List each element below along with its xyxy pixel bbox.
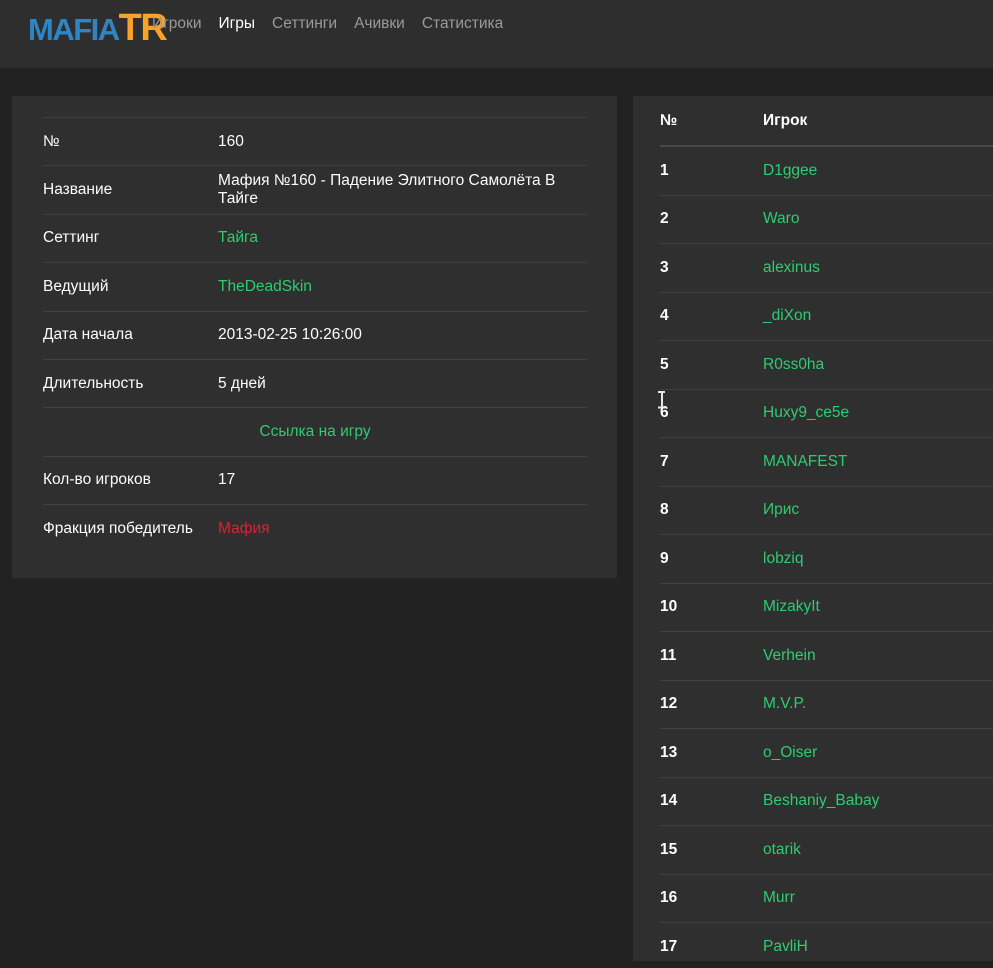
detail-value[interactable]: TheDeadSkin (218, 277, 312, 295)
table-row: 5 R0ss0ha (660, 341, 993, 390)
player-number: 17 (660, 937, 678, 955)
player-link[interactable]: PavliH (763, 937, 808, 955)
player-link[interactable]: MANAFEST (763, 452, 848, 470)
player-number: 11 (660, 646, 677, 664)
detail-label: Ведущий (43, 277, 109, 295)
player-number: 4 (660, 307, 669, 325)
players-table-card: № Игрок 1 D1ggee 2 Waro 3 alexinus (633, 96, 993, 961)
player-number: 5 (660, 355, 669, 373)
detail-row: № 160 (43, 117, 587, 165)
player-link[interactable]: alexinus (763, 258, 820, 276)
table-row: 16 Murr (660, 875, 993, 923)
player-link[interactable]: o_Oiser (763, 743, 818, 761)
player-link[interactable]: Murr (763, 889, 795, 907)
player-link[interactable]: D1ggee (763, 161, 818, 179)
detail-row: Ссылка на игру (43, 407, 587, 455)
player-link[interactable]: R0ss0ha (763, 355, 825, 373)
detail-value: Мафия (218, 519, 270, 537)
nav-item[interactable]: Игры (218, 15, 256, 32)
detail-row: Название Мафия №160 - Падение Элитного С… (43, 165, 587, 213)
table-row: 8 Ирис (660, 487, 993, 535)
detail-label: Дата начала (43, 326, 133, 344)
player-link[interactable]: Verhein (763, 646, 816, 664)
detail-row: Длительность 5 дней (43, 358, 587, 407)
nav-item[interactable]: Игроки (152, 15, 202, 32)
player-number: 10 (660, 598, 678, 616)
detail-value: 17 (218, 471, 236, 489)
player-link[interactable]: MizakyIt (763, 598, 820, 616)
players-table-header: № Игрок (660, 96, 993, 147)
detail-row: Дата начала 2013-02-25 10:26:00 (43, 310, 587, 359)
detail-label: № (43, 132, 60, 150)
detail-row: Ведущий TheDeadSkin (43, 262, 587, 310)
detail-value[interactable]: Ссылка на игру (259, 423, 371, 441)
table-row: 7 MANAFEST (660, 438, 993, 487)
player-link[interactable]: Huxy9_ce5e (763, 404, 850, 422)
player-link[interactable]: Waro (763, 210, 800, 228)
logo-text-mafia: MAFIA (28, 12, 120, 47)
detail-value[interactable]: Тайга (218, 229, 258, 247)
player-number: 6 (660, 404, 669, 422)
table-row: 9 lobziq (660, 535, 993, 584)
detail-label: Фракция победитель (43, 519, 193, 537)
player-link[interactable]: M.V.P. (763, 695, 807, 713)
site-logo[interactable]: MAFIATR (28, 7, 168, 50)
detail-value: 5 дней (218, 374, 266, 392)
detail-value: 160 (218, 132, 244, 150)
table-row: 17 PavliH (660, 923, 993, 968)
detail-value: Мафия №160 - Падение Элитного Самолёта В… (218, 172, 556, 208)
player-number: 12 (660, 695, 678, 713)
detail-row: Фракция победитель Мафия (43, 504, 587, 552)
player-number: 15 (660, 840, 678, 858)
detail-value: 2013-02-25 10:26:00 (218, 326, 362, 344)
table-row: 14 Beshaniy_Babay (660, 778, 993, 826)
player-link[interactable]: Beshaniy_Babay (763, 792, 880, 810)
player-link[interactable]: _diXon (763, 307, 812, 325)
player-link[interactable]: Ирис (763, 501, 800, 519)
player-number: 9 (660, 549, 669, 567)
detail-label: Сеттинг (43, 229, 100, 247)
logo-text-tr: TR (118, 7, 168, 49)
main-nav: Игроки Игры Сеттинги Ачивки Статистика (152, 15, 503, 33)
detail-label: Название (43, 181, 113, 199)
detail-row: Кол-во игроков 17 (43, 455, 587, 504)
detail-row: Сеттинг Тайга (43, 213, 587, 262)
table-row: 1 D1ggee (660, 147, 993, 196)
table-row: 15 otarik (660, 826, 993, 875)
table-row: 11 Verhein (660, 632, 993, 681)
detail-label: Длительность (43, 374, 144, 392)
nav-item[interactable]: Статистика (421, 15, 504, 32)
player-link[interactable]: otarik (763, 840, 801, 858)
header-player: Игрок (763, 111, 808, 129)
navbar: MAFIATR Игроки Игры Сеттинги Ачивки Стат… (0, 0, 993, 68)
player-number: 3 (660, 258, 669, 276)
nav-item[interactable]: Сеттинги (272, 15, 338, 32)
player-number: 16 (660, 889, 678, 907)
player-link[interactable]: lobziq (763, 549, 804, 567)
player-number: 1 (660, 161, 669, 179)
detail-label: Кол-во игроков (43, 471, 151, 489)
header-number: № (660, 111, 678, 129)
table-row: 6 Huxy9_ce5e (660, 390, 993, 438)
table-row: 3 alexinus (660, 244, 993, 293)
player-number: 7 (660, 452, 669, 470)
player-number: 14 (660, 792, 678, 810)
nav-item[interactable]: Ачивки (354, 15, 405, 32)
player-number: 8 (660, 501, 669, 519)
table-row: 12 M.V.P. (660, 681, 993, 729)
game-details-card: № 160 Название Мафия №160 - Падение Элит… (12, 96, 617, 578)
table-row: 10 MizakyIt (660, 584, 993, 632)
player-number: 2 (660, 210, 669, 228)
table-row: 4 _diXon (660, 293, 993, 341)
player-number: 13 (660, 743, 678, 761)
players-table-body: 1 D1ggee 2 Waro 3 alexinus 4 _diXon (660, 147, 993, 968)
table-row: 13 o_Oiser (660, 729, 993, 778)
table-row: 2 Waro (660, 196, 993, 244)
